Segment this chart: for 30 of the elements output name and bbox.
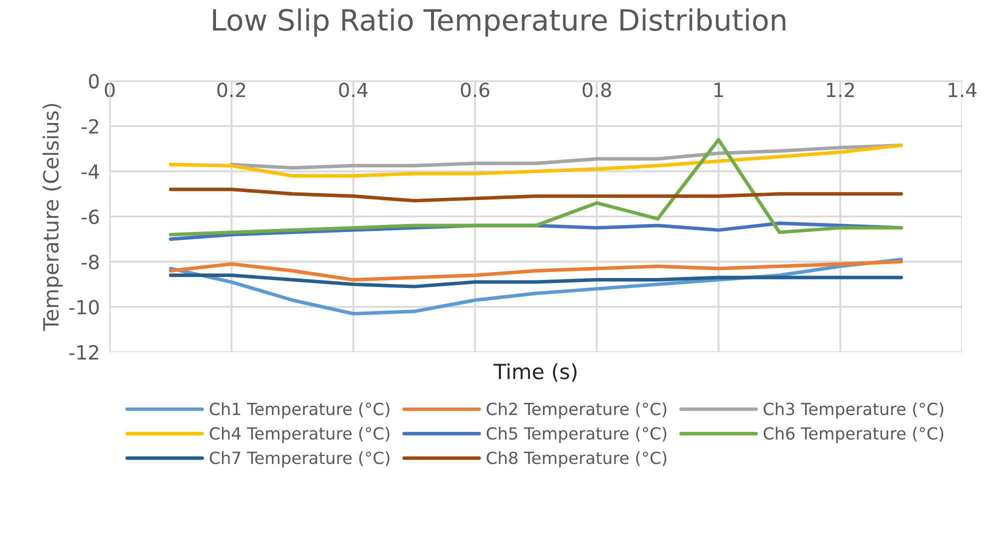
y-tick-label: -4 [82, 164, 99, 179]
y-tick-label: -8 [82, 254, 99, 270]
x-tick-label: 0.4 [339, 82, 368, 98]
legend-label: Ch7 Temperature (°C) [210, 451, 390, 468]
line-series [168, 138, 903, 236]
legend-label: Ch3 Temperature (°C) [764, 402, 944, 418]
y-tick-label: -12 [69, 345, 98, 360]
x-tick-label: 0.6 [460, 82, 490, 98]
legend-label: Ch8 Temperature (°C) [486, 451, 666, 468]
line-series [168, 274, 903, 288]
chart-title: Low Slip Ratio Temperature Distribution [213, 8, 786, 37]
legend-label: Ch5 Temperature (°C) [486, 426, 666, 443]
x-tick-label: 1.2 [826, 82, 854, 98]
y-tick-label: -10 [69, 300, 99, 315]
y-tick-label: -6 [82, 209, 99, 224]
y-tick-label: -2 [82, 119, 98, 134]
y-axis-title: Temperature (Celsius) [42, 104, 63, 331]
x-tick-label: 0.2 [217, 82, 246, 98]
x-tick-label: 0.8 [582, 82, 611, 98]
legend-label: Ch2 Temperature (°C) [486, 402, 666, 418]
x-tick-label: 0 [104, 82, 115, 98]
legend-label: Ch4 Temperature (°C) [210, 426, 390, 443]
legend-label: Ch6 Temperature (°C) [764, 426, 944, 443]
legend-label: Ch1 Temperature (°C) [210, 402, 390, 418]
x-tick-label: 1.4 [948, 82, 976, 98]
line-series [168, 144, 903, 178]
x-tick-label: 1 [714, 82, 723, 98]
line-series [168, 188, 903, 202]
x-axis-title: Time (s) [494, 363, 576, 382]
line-series [168, 260, 903, 282]
